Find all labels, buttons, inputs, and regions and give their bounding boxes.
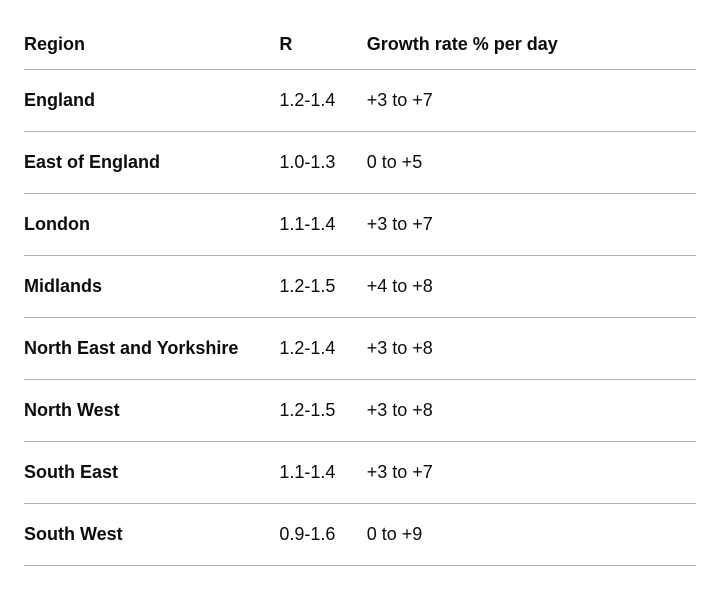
cell-r: 0.9-1.6 — [279, 504, 366, 566]
cell-growth: +4 to +8 — [367, 256, 696, 318]
cell-growth: +3 to +8 — [367, 380, 696, 442]
table-row: South West 0.9-1.6 0 to +9 — [24, 504, 696, 566]
cell-r: 1.2-1.4 — [279, 318, 366, 380]
cell-r: 1.2-1.5 — [279, 380, 366, 442]
cell-growth: +3 to +7 — [367, 70, 696, 132]
table-row: East of England 1.0-1.3 0 to +5 — [24, 132, 696, 194]
table-row: North East and Yorkshire 1.2-1.4 +3 to +… — [24, 318, 696, 380]
cell-growth: +3 to +8 — [367, 318, 696, 380]
cell-region: North East and Yorkshire — [24, 318, 279, 380]
table-row: London 1.1-1.4 +3 to +7 — [24, 194, 696, 256]
cell-r: 1.1-1.4 — [279, 194, 366, 256]
column-header-r: R — [279, 20, 366, 70]
cell-r: 1.1-1.4 — [279, 442, 366, 504]
region-r-growth-table: Region R Growth rate % per day England 1… — [24, 20, 696, 566]
cell-region: England — [24, 70, 279, 132]
table-row: North West 1.2-1.5 +3 to +8 — [24, 380, 696, 442]
cell-growth: +3 to +7 — [367, 442, 696, 504]
cell-r: 1.2-1.5 — [279, 256, 366, 318]
cell-growth: 0 to +5 — [367, 132, 696, 194]
cell-region: South West — [24, 504, 279, 566]
table-header-row: Region R Growth rate % per day — [24, 20, 696, 70]
cell-r: 1.2-1.4 — [279, 70, 366, 132]
cell-region: East of England — [24, 132, 279, 194]
cell-growth: 0 to +9 — [367, 504, 696, 566]
table-row: Midlands 1.2-1.5 +4 to +8 — [24, 256, 696, 318]
table-row: South East 1.1-1.4 +3 to +7 — [24, 442, 696, 504]
cell-region: London — [24, 194, 279, 256]
cell-region: South East — [24, 442, 279, 504]
cell-r: 1.0-1.3 — [279, 132, 366, 194]
column-header-growth: Growth rate % per day — [367, 20, 696, 70]
column-header-region: Region — [24, 20, 279, 70]
cell-growth: +3 to +7 — [367, 194, 696, 256]
table-row: England 1.2-1.4 +3 to +7 — [24, 70, 696, 132]
cell-region: Midlands — [24, 256, 279, 318]
cell-region: North West — [24, 380, 279, 442]
